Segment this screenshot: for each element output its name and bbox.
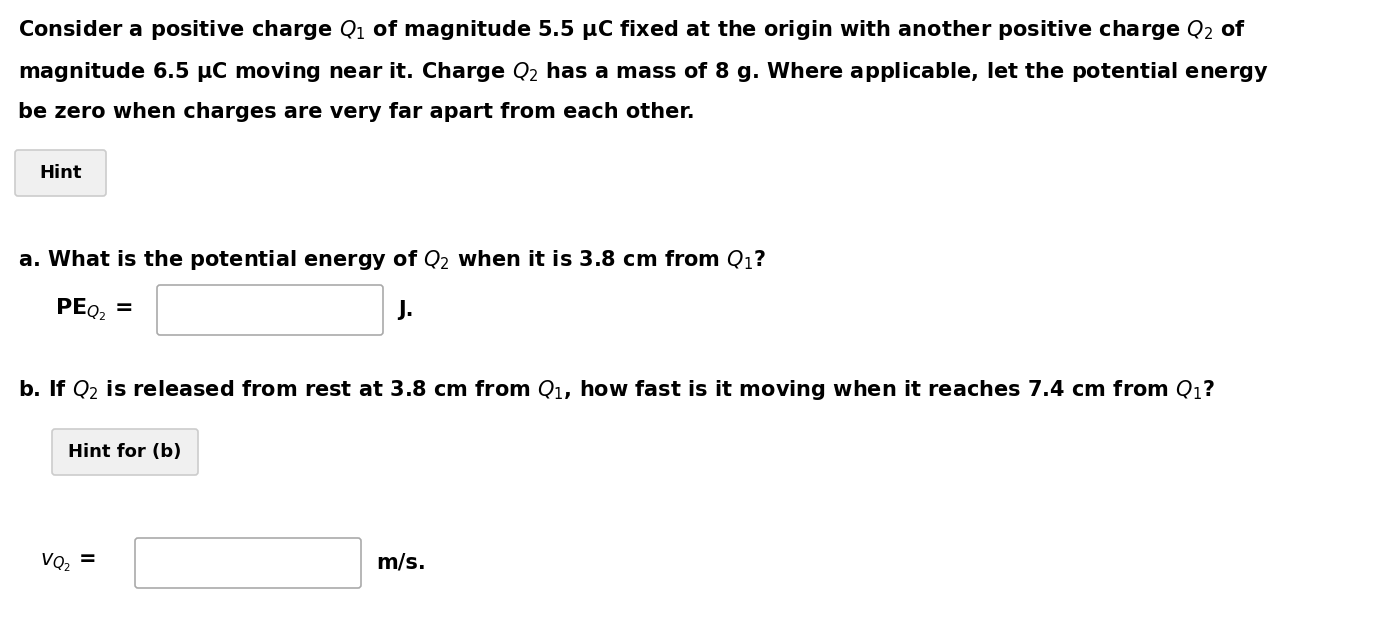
Text: b. If $Q_2$ is released from rest at 3.8 cm from $Q_1$, how fast is it moving wh: b. If $Q_2$ is released from rest at 3.8… (18, 378, 1215, 402)
FancyBboxPatch shape (15, 150, 106, 196)
Text: be zero when charges are very far apart from each other.: be zero when charges are very far apart … (18, 102, 695, 122)
Text: J.: J. (398, 300, 414, 320)
Text: $v_{Q_2}$ =: $v_{Q_2}$ = (40, 552, 96, 574)
Text: Hint for (b): Hint for (b) (69, 443, 181, 461)
FancyBboxPatch shape (52, 429, 198, 475)
Text: Consider a positive charge $Q_1$ of magnitude 5.5 μC fixed at the origin with an: Consider a positive charge $Q_1$ of magn… (18, 18, 1246, 42)
Text: Hint: Hint (40, 164, 81, 182)
Text: m/s.: m/s. (376, 553, 426, 573)
Text: PE$_{Q_2}$ =: PE$_{Q_2}$ = (55, 297, 133, 323)
Text: a. What is the potential energy of $Q_2$ when it is 3.8 cm from $Q_1$?: a. What is the potential energy of $Q_2$… (18, 248, 765, 272)
Text: magnitude 6.5 μC moving near it. Charge $Q_2$ has a mass of 8 g. Where applicabl: magnitude 6.5 μC moving near it. Charge … (18, 60, 1268, 84)
FancyBboxPatch shape (157, 285, 383, 335)
FancyBboxPatch shape (135, 538, 361, 588)
